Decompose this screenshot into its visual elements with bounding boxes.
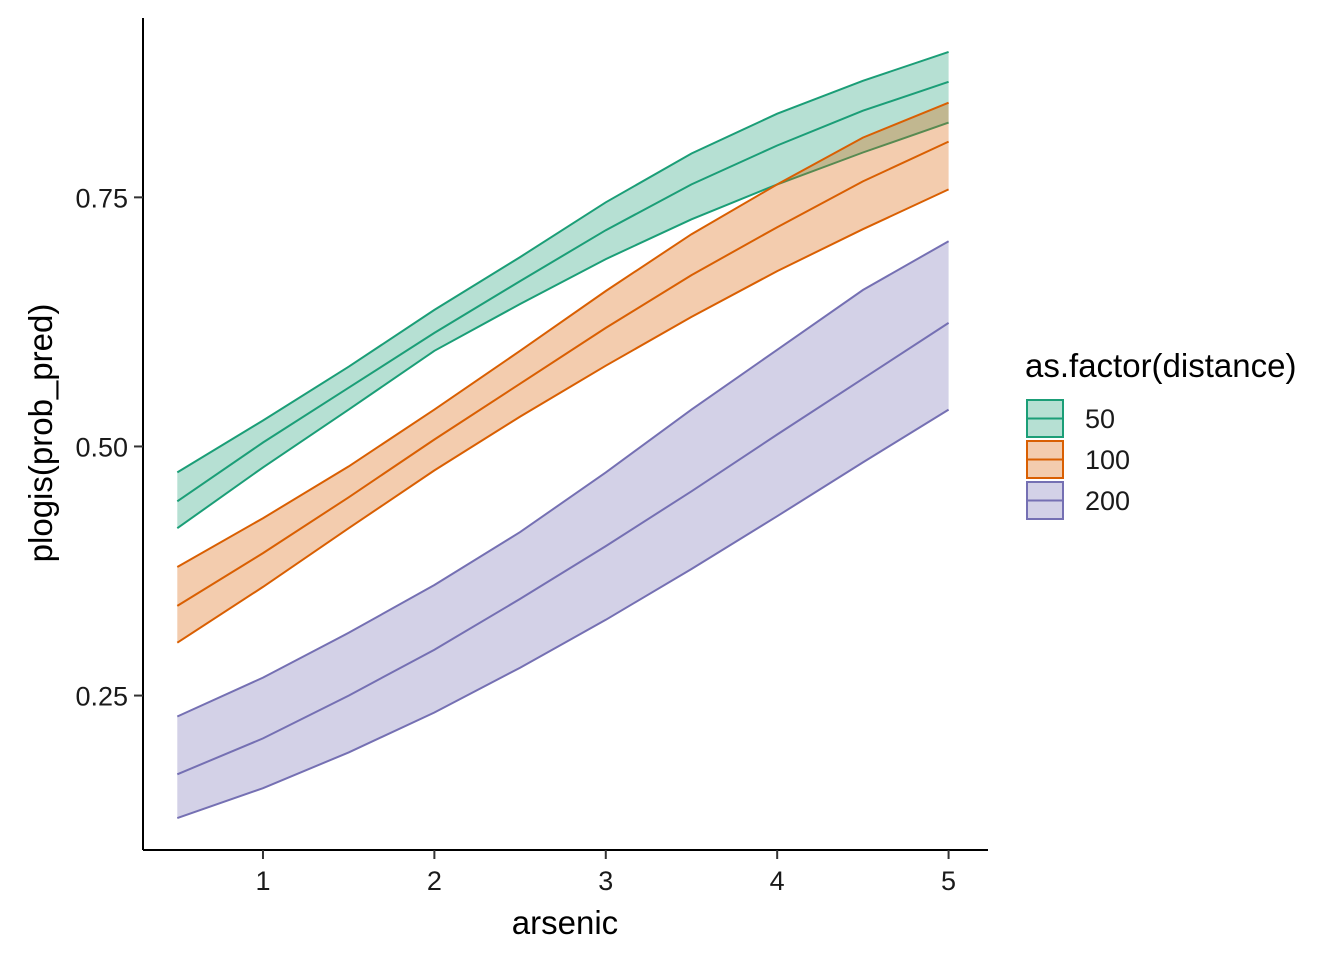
upper-line-100 bbox=[176, 101, 949, 568]
fit-line-100 bbox=[176, 140, 950, 607]
legend-item-100: 100 bbox=[1026, 440, 1130, 479]
lower-line-100 bbox=[176, 188, 950, 644]
x-tick-label: 1 bbox=[255, 866, 270, 896]
axes: 1 2 3 4 5 0.25 0.50 0.75 bbox=[75, 18, 988, 896]
fit-line-200 bbox=[176, 322, 950, 776]
legend-item-50: 50 bbox=[1026, 399, 1115, 438]
ribbon-50 bbox=[177, 51, 949, 529]
y-tick-label: 0.25 bbox=[75, 682, 128, 712]
series-100 bbox=[176, 101, 950, 644]
series-200 bbox=[176, 240, 950, 820]
y-tick-label: 0.75 bbox=[75, 183, 128, 213]
legend-label-200: 200 bbox=[1085, 486, 1130, 516]
y-tick-label: 0.50 bbox=[75, 432, 128, 462]
x-tick-label: 4 bbox=[770, 866, 785, 896]
x-tick-label: 5 bbox=[941, 866, 956, 896]
lower-line-50 bbox=[176, 121, 949, 530]
upper-line-200 bbox=[176, 240, 950, 718]
series-50 bbox=[176, 50, 949, 530]
ribbon-100 bbox=[177, 102, 949, 643]
legend-label-50: 50 bbox=[1085, 404, 1115, 434]
legend-item-200: 200 bbox=[1026, 481, 1130, 520]
x-axis-title: arsenic bbox=[512, 904, 618, 941]
upper-line-50 bbox=[176, 50, 949, 474]
legend: as.factor(distance) 50 100 200 bbox=[1025, 347, 1296, 520]
legend-label-100: 100 bbox=[1085, 445, 1130, 475]
x-tick-label: 3 bbox=[598, 866, 613, 896]
fit-line-50 bbox=[176, 80, 949, 503]
y-axis-title: plogis(prob_pred) bbox=[22, 304, 59, 563]
y-axis-ticks: 0.25 0.50 0.75 bbox=[75, 183, 143, 712]
lower-line-200 bbox=[176, 408, 950, 820]
ribbon-200 bbox=[177, 241, 949, 819]
plot-area bbox=[176, 50, 950, 820]
x-tick-label: 2 bbox=[427, 866, 442, 896]
legend-title: as.factor(distance) bbox=[1025, 347, 1296, 384]
x-axis-ticks: 1 2 3 4 5 bbox=[255, 850, 956, 896]
